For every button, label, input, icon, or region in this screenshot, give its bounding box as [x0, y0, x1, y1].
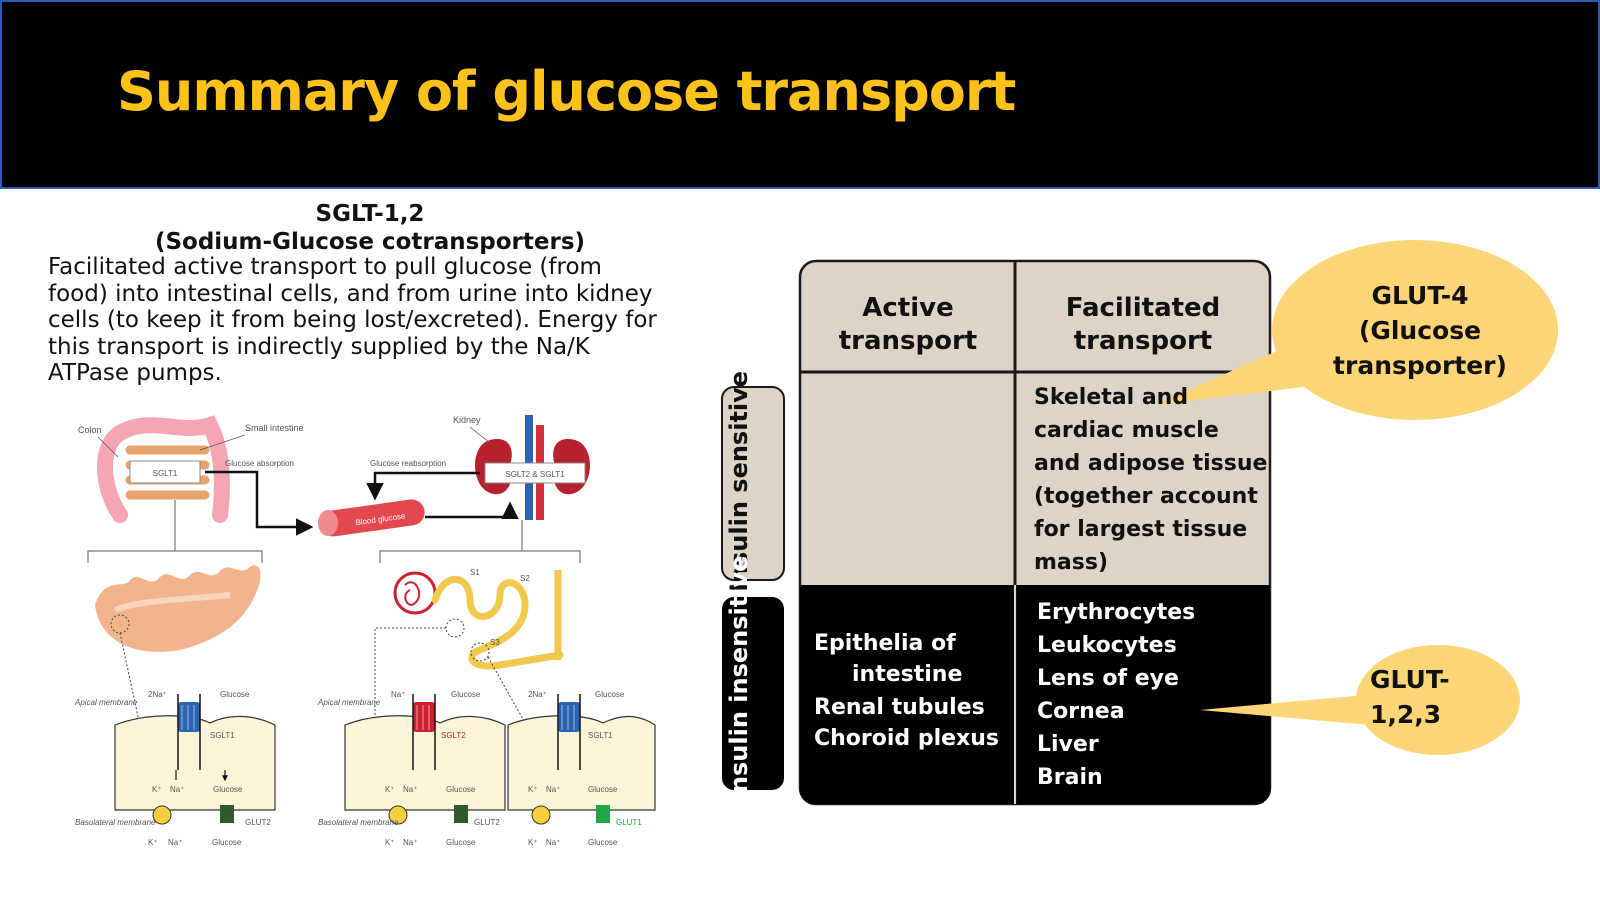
cell1-na-label: Na⁺	[170, 785, 184, 794]
cell-line: cardiac muscle	[1034, 418, 1219, 443]
row-label-insulin-insensitive: Insulin insensitive	[725, 555, 753, 802]
cell2-glucose-label: Glucose	[451, 690, 481, 699]
glut4-callout-bubble	[1272, 240, 1558, 420]
column-header-facilitated: Facilitated transport	[1065, 293, 1221, 356]
intestinal-villi-icon	[95, 565, 261, 652]
glut123-callout-pointer	[1200, 695, 1370, 725]
cell1-glucose-label-2: Glucose	[213, 785, 243, 794]
apical-membrane-label-2: Apical membrane	[317, 698, 381, 707]
cell2-k-label: K⁺	[385, 785, 395, 794]
cell3-na-label: Na⁺	[546, 785, 560, 794]
title-bar: Summary of glucose transport	[0, 0, 1600, 189]
apical-membrane-label-1: Apical membrane	[74, 698, 138, 707]
sglt-heading-line2: (Sodium-Glucose cotransporters)	[154, 229, 586, 255]
blood-vessel-icon	[318, 499, 425, 537]
cell2-na-label: Na⁺	[391, 690, 405, 699]
cell2-na-label-3: Na⁺	[403, 838, 417, 847]
cell1-glucose-label-3: Glucose	[212, 838, 242, 847]
cell2-glut2-label: GLUT2	[474, 818, 500, 827]
s3-label: S3	[490, 638, 500, 647]
sglt2-sglt1-box-label: SGLT2 & SGLT1	[505, 470, 565, 479]
cell-line: intestine	[852, 662, 963, 687]
sglt1-box	[129, 460, 201, 484]
column-header-active: Active transport	[838, 293, 978, 356]
callout-line: transporter)	[1333, 351, 1507, 380]
cell3-sglt1-label: SGLT1	[588, 731, 613, 740]
glucose-transport-illustration: SGLT1 Colon Small intestine Glucose abso…	[74, 415, 656, 847]
cell-line: Choroid plexus	[814, 726, 999, 751]
nephron-icon	[393, 570, 564, 670]
cell-line: and adipose tissue	[1034, 451, 1268, 476]
cell3-glut1-label: GLUT1	[616, 818, 642, 827]
basolateral-membrane-label-2: Basolateral membrane	[318, 818, 399, 827]
kidney-label: Kidney	[453, 415, 481, 425]
sglt-description: Facilitated active transport to pull glu…	[48, 254, 657, 386]
basolateral-membrane-label-1: Basolateral membrane	[75, 818, 156, 827]
s2-label: S2	[520, 574, 530, 583]
cell1-sglt1-label: SGLT1	[210, 731, 235, 740]
glut4-callout-pointer	[1155, 345, 1320, 405]
glut123-callout-text: GLUT- 1,2,3	[1370, 662, 1490, 732]
cell1-glucose-label: Glucose	[220, 690, 250, 699]
cell3-glucose-label-3: Glucose	[588, 838, 618, 847]
callout-line: 1,2,3	[1370, 700, 1442, 729]
insulin-sensitive-tab	[721, 386, 785, 581]
cell-line: (together account	[1034, 484, 1258, 509]
renal-cell-sglt1-icon	[507, 694, 656, 825]
sglt-heading-line1: SGLT-1,2	[315, 201, 425, 227]
cell2-glucose-label-3: Glucose	[446, 838, 476, 847]
cell3-na-label-2: Na⁺	[546, 838, 560, 847]
cell2-sglt2-label: SGLT2	[441, 731, 466, 740]
intestinal-cell-icon	[114, 694, 276, 825]
cell-sensitive-facilitated: Skeletal and cardiac muscle and adipose …	[1034, 381, 1274, 579]
cell-line: Erythrocytes	[1037, 600, 1196, 625]
insensitive-row	[800, 585, 1270, 804]
sglt1-box-label: SGLT1	[153, 469, 178, 478]
cell-line: Lens of eye	[1037, 666, 1179, 691]
cell3-k-label: K⁺	[528, 785, 538, 794]
cell1-k-label-2: K⁺	[148, 838, 158, 847]
small-intestine-label: Small intestine	[245, 423, 304, 433]
glut4-callout-text: GLUT-4 (Glucose transporter)	[1320, 278, 1520, 383]
cell-line: Renal tubules	[814, 695, 985, 720]
cell1-k-label: K⁺	[152, 785, 162, 794]
glut123-callout-bubble	[1356, 645, 1520, 755]
renal-cell-sglt2-icon	[344, 694, 506, 825]
cell-insensitive-active: Epithelia of intestine Renal tubules Cho…	[814, 628, 1014, 754]
cell2-k-label-2: K⁺	[385, 838, 395, 847]
cell-line: Epithelia of	[814, 631, 956, 656]
sglt2-sglt1-box	[484, 462, 586, 484]
cell-line: for largest tissue	[1034, 517, 1248, 542]
cell-line: Cornea	[1037, 699, 1125, 724]
insulin-insensitive-tab	[722, 597, 784, 790]
cell1-glut2-label: GLUT2	[245, 818, 271, 827]
cell3-glucose-label: Glucose	[595, 690, 625, 699]
cell2-na-label-2: Na⁺	[403, 785, 417, 794]
cell3-glucose-label-2: Glucose	[588, 785, 618, 794]
glucose-reabsorption-label: Glucose reabsorption	[370, 459, 446, 468]
callout-line: GLUT-4	[1371, 281, 1469, 310]
cell3-k-label-2: K⁺	[528, 838, 538, 847]
callout-line: (Glucose	[1358, 316, 1482, 345]
s1-label: S1	[470, 568, 480, 577]
cell-line: Brain	[1037, 765, 1103, 790]
cell-line: Skeletal and	[1034, 385, 1189, 410]
cell3-2na-label: 2Na⁺	[528, 690, 547, 699]
slide-title: Summary of glucose transport	[117, 60, 1016, 123]
cell1-na-label-2: Na⁺	[168, 838, 182, 847]
cell-line: mass)	[1034, 550, 1109, 575]
callout-line: GLUT-	[1370, 665, 1450, 694]
glucose-absorption-label: Glucose absorption	[225, 459, 294, 468]
cell1-2na-label: 2Na⁺	[148, 690, 167, 699]
cell-line: Leukocytes	[1037, 633, 1177, 658]
cell-line: Liver	[1037, 732, 1099, 757]
colon-label: Colon	[78, 425, 102, 435]
cell-insensitive-facilitated: Erythrocytes Leukocytes Lens of eye Corn…	[1037, 596, 1257, 794]
cell2-glucose-label-2: Glucose	[446, 785, 476, 794]
sglt-heading: SGLT-1,2 (Sodium-Glucose cotransporters)	[140, 200, 600, 256]
